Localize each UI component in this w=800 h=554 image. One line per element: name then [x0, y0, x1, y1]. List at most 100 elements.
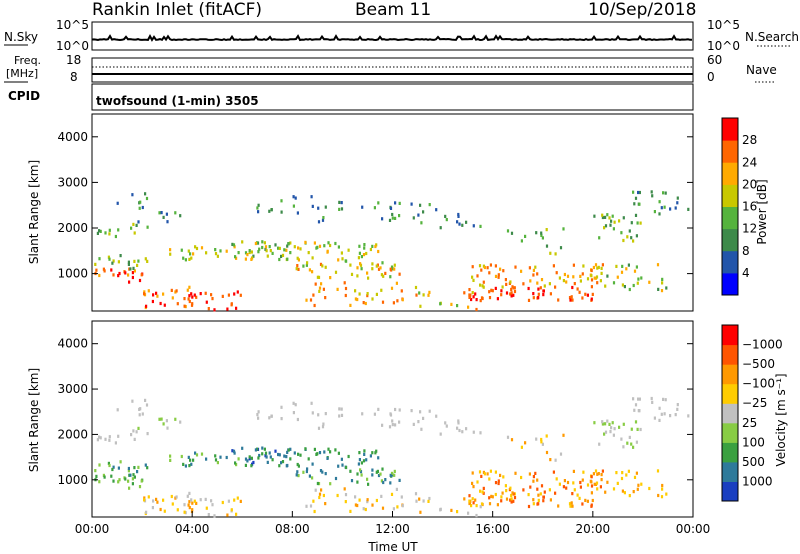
nave-label: Nave [746, 63, 777, 77]
power-cell [95, 268, 98, 272]
velocity-cell [307, 457, 310, 461]
power-cell [264, 245, 268, 249]
velocity-cell [244, 463, 247, 467]
power-colorbar-label: Power [dB] [755, 179, 769, 244]
velocity-cell [317, 413, 320, 417]
velocity-cell [98, 480, 101, 484]
velocity-cell [341, 463, 344, 467]
velocity-cell [108, 438, 111, 442]
power-cell [415, 293, 418, 297]
power-cell [445, 218, 448, 222]
velocity-cell [292, 411, 295, 415]
power-cell [384, 271, 387, 275]
velocity-cell [358, 498, 361, 502]
power-cell [127, 260, 130, 264]
velocity-cell [439, 508, 442, 512]
power-cell [488, 290, 491, 294]
power-cell [344, 293, 347, 298]
colorbar-segment [722, 344, 738, 365]
velocity-cell [554, 458, 557, 462]
power-cell [334, 270, 338, 274]
velocity-cell [297, 474, 300, 478]
velocity-cell [632, 397, 635, 401]
velocity-cell [581, 478, 584, 482]
power-cell [540, 278, 544, 282]
power-cell [541, 236, 544, 240]
power-cell [329, 243, 332, 248]
velocity-cell [266, 460, 269, 464]
velocity-cell [200, 452, 204, 456]
velocity-cell [600, 473, 603, 477]
velocity-cell [366, 500, 369, 504]
velocity-cell [635, 471, 638, 475]
power-cell [162, 215, 165, 219]
power-cell [169, 248, 172, 252]
power-cell [537, 287, 540, 291]
velocity-cell [145, 403, 149, 407]
velocity-cell [95, 474, 98, 478]
velocity-cell [117, 480, 120, 484]
velocity-yticks: 1000 2000 3000 4000 [57, 337, 693, 487]
power-cell [398, 214, 401, 218]
power-cell [471, 265, 474, 269]
velocity-cell [195, 501, 198, 505]
power-cell [494, 286, 497, 290]
power-cell [132, 266, 135, 270]
power-cell [664, 191, 667, 195]
power-cell [391, 216, 394, 220]
velocity-cell [611, 421, 614, 425]
velocity-cell [489, 469, 492, 473]
velocity-cell [329, 482, 332, 486]
velocity-cell [340, 457, 343, 461]
velocity-cell [445, 424, 448, 428]
velocity-cell [604, 422, 607, 426]
velocity-cell [174, 417, 177, 421]
velocity-cell [536, 478, 539, 482]
velocity-cell [110, 474, 113, 478]
velocity-cell [471, 497, 474, 501]
power-cell [254, 241, 257, 246]
velocity-cell [140, 479, 143, 483]
power-cell [456, 220, 459, 224]
power-cell [633, 269, 637, 273]
velocity-cell [545, 450, 549, 455]
velocity-cell [214, 458, 218, 462]
y-tick-label: 4000 [57, 337, 88, 351]
power-cell [233, 245, 236, 249]
power-cell [140, 273, 143, 277]
power-cell [595, 275, 599, 279]
velocity-cell [483, 472, 486, 476]
power-cell [112, 259, 115, 263]
power-cell [582, 264, 585, 268]
power-cell [661, 277, 664, 281]
power-cell [361, 205, 364, 209]
velocity-cell [579, 480, 582, 485]
velocity-cell [294, 403, 297, 407]
power-cell [633, 202, 636, 206]
power-cell [116, 201, 119, 205]
velocity-cell [280, 461, 283, 465]
freq-label-2: [MHz] [6, 67, 38, 80]
power-cell [656, 263, 660, 267]
power-cell [371, 262, 374, 266]
velocity-cell [463, 497, 466, 501]
power-cell [151, 299, 154, 304]
power-cell [599, 279, 602, 283]
velocity-cell [235, 512, 238, 516]
power-cell [396, 299, 399, 303]
velocity-cell [169, 458, 172, 462]
power-cell [308, 268, 311, 272]
power-panel: 1000 2000 3000 4000 Slant Range [km] [27, 113, 694, 312]
power-cell [439, 226, 442, 230]
colorbar-segment [722, 206, 738, 230]
power-cell [512, 293, 515, 297]
velocity-cell [337, 451, 340, 455]
velocity-cell [116, 408, 119, 412]
power-cell [637, 190, 640, 195]
velocity-cell [396, 505, 399, 509]
velocity-cell [391, 423, 394, 427]
velocity-cell [359, 468, 362, 472]
power-cell [205, 300, 208, 304]
velocity-cell [310, 401, 313, 405]
velocity-cell [277, 452, 280, 457]
